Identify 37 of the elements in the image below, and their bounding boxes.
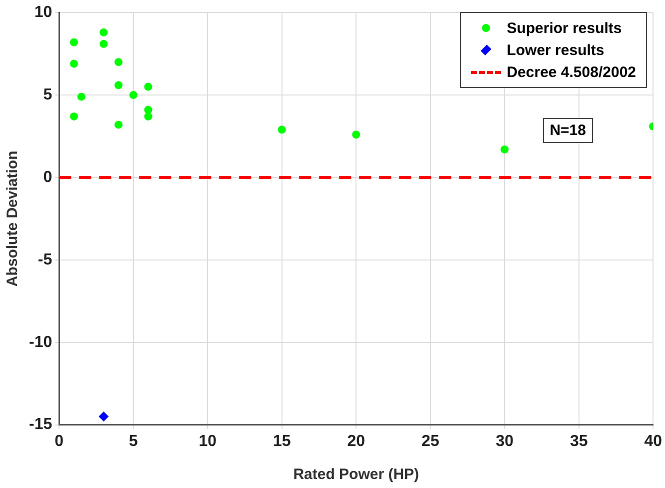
point: [278, 126, 286, 134]
point: [100, 40, 108, 48]
y-tick-label: 0: [43, 168, 52, 186]
y-tick-label: 10: [34, 4, 52, 22]
point: [114, 58, 123, 66]
legend-label: Lower results: [506, 42, 604, 58]
point: [98, 412, 109, 422]
point: [100, 28, 108, 36]
x-tick-label: 30: [496, 432, 514, 450]
point: [144, 82, 152, 91]
x-axis-title: Rated Power (HP): [293, 466, 420, 484]
x-tick-label: 25: [421, 432, 440, 450]
x-tick-label: 35: [570, 432, 588, 450]
y-axis-title: Absolute Deviation: [4, 150, 22, 287]
point: [70, 60, 78, 68]
point: [114, 81, 123, 90]
x-tick-label: 15: [272, 432, 291, 450]
point: [144, 112, 152, 120]
point: [500, 145, 509, 154]
point: [77, 92, 86, 101]
point: [70, 38, 78, 46]
annotation: N=18: [542, 118, 593, 143]
point: [352, 130, 360, 139]
legend-label: Decree 4.508/2002: [506, 64, 636, 80]
y-tick-label: -5: [38, 251, 52, 268]
y-tick-label: -10: [29, 334, 52, 351]
legend-label: Superior results: [506, 20, 622, 36]
point: [129, 91, 138, 100]
point: [114, 120, 123, 129]
x-tick-label: 40: [644, 432, 662, 450]
x-tick-label: 20: [347, 432, 366, 450]
y-tick-label: 5: [43, 86, 52, 104]
x-tick-label: 0: [54, 432, 64, 450]
y-tick-label: -15: [29, 416, 52, 434]
x-tick-label: 5: [128, 432, 138, 450]
x-tick-label: 10: [198, 432, 217, 450]
point: [70, 112, 78, 120]
